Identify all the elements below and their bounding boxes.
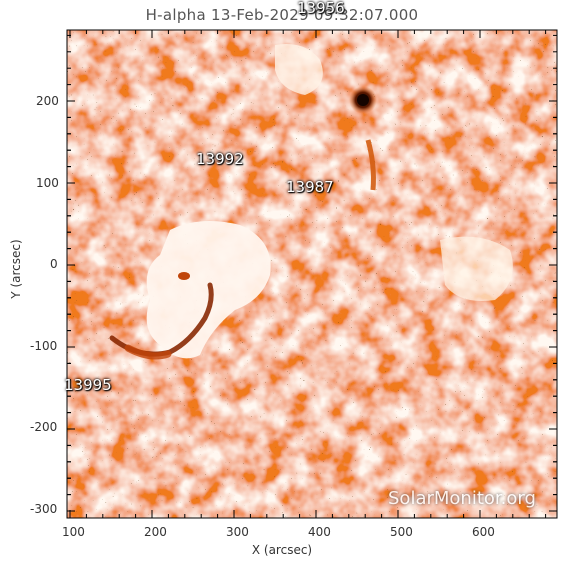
- plage-patch: [275, 44, 323, 95]
- plage-patch-2: [440, 236, 513, 301]
- x-tick-label: 200: [144, 525, 167, 539]
- solar-disk-image: [67, 30, 557, 518]
- y-tick-label: 0: [50, 257, 58, 271]
- region-label-13995: 13995: [64, 376, 112, 394]
- small-spot: [178, 272, 190, 280]
- plot-title: H-alpha 13-Feb-2029 09:32:07.000: [145, 6, 419, 24]
- watermark: SolarMonitor.org: [388, 488, 536, 509]
- x-tick-label: 100: [62, 525, 85, 539]
- y-tick-label: -100: [30, 339, 58, 353]
- y-tick-label: -300: [30, 502, 58, 516]
- y-tick-label: 100: [36, 176, 59, 190]
- axis-ticks: [67, 30, 557, 518]
- y-tick-label: 200: [36, 94, 59, 108]
- plot-frame: [66, 29, 558, 519]
- x-axis-title: X (arcsec): [251, 543, 313, 557]
- y-axis-title: Y (arcsec): [9, 239, 23, 299]
- x-tick-label: 600: [472, 525, 495, 539]
- x-tick-label: 400: [308, 525, 331, 539]
- region-label-13956: 13956: [297, 0, 345, 17]
- y-tick-label: -200: [30, 420, 58, 434]
- x-tick-label: 300: [226, 525, 249, 539]
- region-label-13987: 13987: [286, 178, 334, 196]
- x-tick-label: 500: [390, 525, 413, 539]
- region-label-13992: 13992: [196, 150, 244, 168]
